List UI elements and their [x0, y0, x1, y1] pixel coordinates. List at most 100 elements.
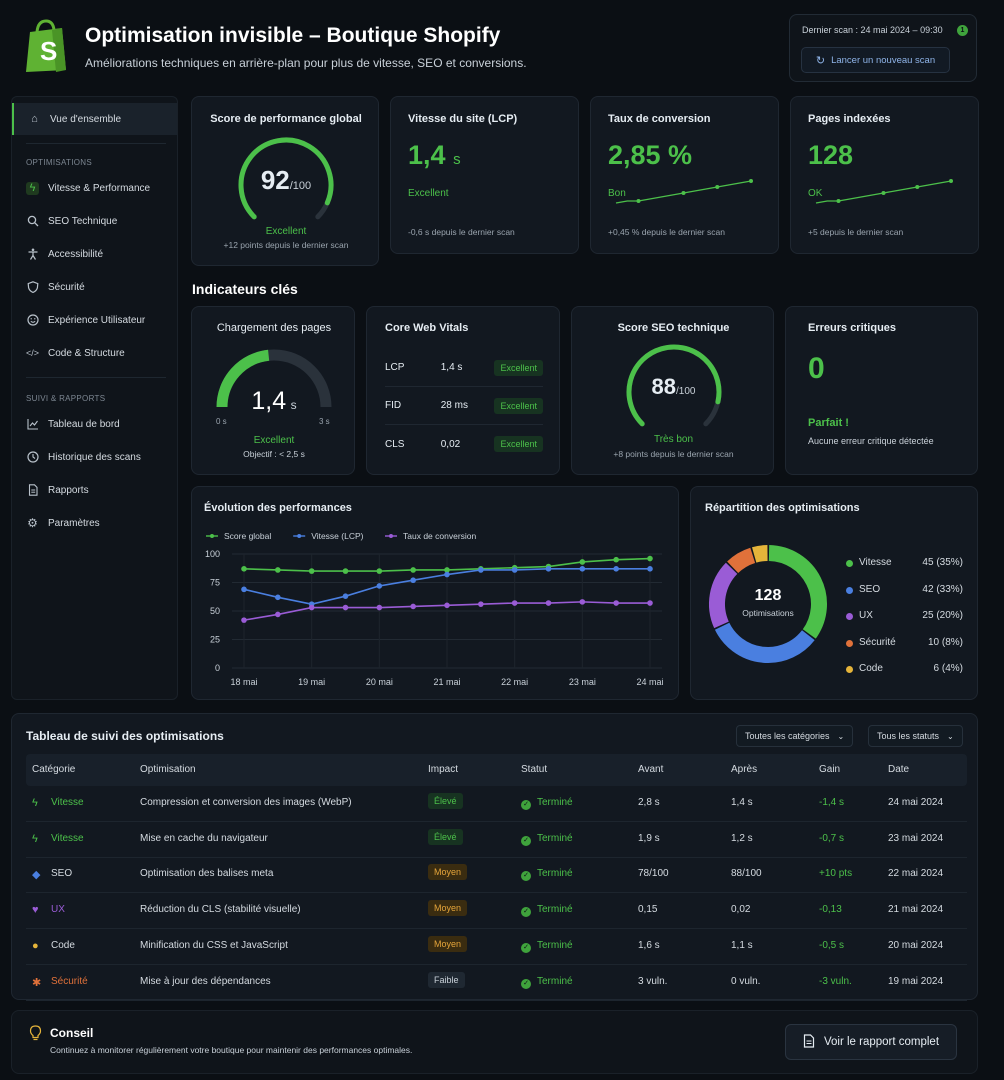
column-header: Optimisation — [140, 764, 196, 775]
sparkline-point — [715, 185, 720, 189]
check-circle-icon: ✓ — [521, 871, 531, 882]
check-circle-icon: ✓ — [521, 800, 531, 810]
gain-cell: -0,5 s — [819, 939, 845, 951]
sidebar-item-label: Tableau de bord — [48, 418, 120, 430]
kpi-card-indexed: Pages indexées 128 OK +5 depuis le derni… — [790, 96, 979, 254]
search-icon — [26, 215, 39, 228]
lcp-value: 1,4 — [408, 140, 446, 170]
gain-cell: -0,7 s — [819, 832, 845, 844]
legend-label: Vitesse (LCP) — [311, 531, 363, 541]
shield-icon — [26, 281, 39, 294]
sidebar-item-security[interactable]: Sécurité — [12, 271, 177, 303]
date-cell: 22 mai 2024 — [888, 868, 944, 880]
date-cell: 24 mai 2024 — [888, 797, 944, 808]
sidebar-item-history[interactable]: Historique des scans — [12, 441, 177, 473]
impact-badge: Faible — [428, 971, 465, 988]
sidebar: ⌂ Vue d'ensemble OPTIMISATIONS ϟ Vitesse… — [11, 96, 178, 700]
score-max: /100 — [289, 180, 312, 192]
table-row[interactable]: ϟ Vitesse Mise en cache du navigateur Élevé… — [26, 822, 967, 858]
table-row[interactable]: ● Code Minification du CSS et JavaScript Mo… — [26, 929, 967, 965]
impact-badge: Moyen — [428, 935, 468, 952]
scan-panel: Dernier scan : 24 mai 2024 – 09:30 1 ↻ L… — [789, 14, 977, 82]
legend-label: SEO — [859, 583, 881, 595]
data-point — [410, 577, 416, 584]
data-point — [342, 604, 349, 611]
data-point — [241, 566, 247, 572]
after-cell: 1,1 s — [731, 939, 753, 951]
last-scan-label: Dernier scan : 24 mai 2024 – 09:30 — [802, 25, 943, 35]
status-label: Terminé — [537, 797, 573, 808]
status-label: Terminé — [537, 975, 573, 987]
seo-icon: ◆ — [32, 869, 41, 882]
sparkline-point — [636, 199, 641, 203]
category-cell: Sécurité — [51, 975, 88, 987]
sidebar-item-seo[interactable]: SEO Technique — [12, 205, 177, 237]
errors-status: Parfait ! — [808, 417, 849, 429]
performance-chart-card: Évolution des performances 0 25 50 75 100 18 … — [191, 486, 679, 700]
data-point — [342, 568, 349, 574]
conversion-sparkline — [615, 179, 753, 204]
data-point — [376, 568, 383, 574]
kpi-card-score: Score de performance global 92/100 Excel… — [191, 96, 379, 266]
before-cell: 1,6 s — [638, 939, 660, 951]
status-cell: ✓ Terminé — [521, 940, 573, 953]
chart-title: Évolution des performances — [204, 502, 352, 514]
table-row[interactable]: ◆ SEO Optimisation des balises meta Moyen ✓ T… — [26, 857, 967, 894]
sidebar-item-ux[interactable]: Expérience Utilisateur — [12, 304, 177, 336]
column-header: Gain — [819, 764, 841, 775]
sparkline-point — [881, 191, 886, 195]
table-row[interactable]: ♥ UX Réduction du CLS (stabilité visuelle)… — [26, 893, 967, 930]
category-filter-select[interactable]: Toutes les catégories ⌄ — [736, 725, 854, 747]
sidebar-item-accessibility[interactable]: Accessibilité — [12, 238, 177, 270]
table-row[interactable]: ✱ Sécurité Mise à jour des dépendances Faib… — [26, 965, 967, 1001]
sidebar-item-settings[interactable]: ⚙ Paramètres — [12, 507, 177, 539]
sidebar-item-speed[interactable]: ϟ Vitesse & Performance — [12, 172, 177, 204]
status-filter-select[interactable]: Tous les statuts ⌄ — [868, 725, 963, 747]
date-cell: 23 mai 2024 — [888, 832, 944, 844]
history-icon — [26, 451, 39, 464]
score-gauge — [238, 137, 334, 220]
column-header: Catégorie — [32, 764, 76, 775]
document-icon — [26, 484, 39, 497]
indicator-card-cwv: Core Web Vitals LCP 1,4 s Excellent FID … — [366, 306, 560, 475]
status-cell: ✓ Terminé — [521, 904, 573, 918]
seo-gauge — [626, 344, 722, 427]
smiley-icon — [26, 314, 39, 327]
seo-status: Très bon — [653, 434, 694, 445]
score-delta: +12 points depuis le dernier scan — [223, 240, 349, 250]
indicator-title: Erreurs critiques — [808, 322, 897, 334]
kpi-card-conversion: Taux de conversion 2,85 % Bon +0,45 % de… — [590, 96, 779, 254]
after-cell: 88/100 — [731, 868, 762, 880]
status-filter-label: Tous les statuts — [877, 731, 940, 741]
lcp-unit: s — [453, 151, 461, 168]
distribution-donut — [709, 545, 827, 663]
date-cell: 19 mai 2024 — [888, 975, 944, 987]
legend-label: Vitesse — [859, 557, 892, 568]
y-tick-label: 25 — [210, 635, 220, 645]
legend-swatch-dot — [297, 534, 302, 538]
sidebar-item-code[interactable]: </> Code & Structure — [12, 337, 177, 369]
full-report-button-label: Voir le rapport complet — [823, 1036, 940, 1048]
y-tick-label: 75 — [210, 578, 220, 588]
data-point — [376, 604, 383, 611]
conversion-value: 2,85 % — [608, 140, 693, 170]
legend-label: Code — [859, 663, 883, 674]
section-title: Indicateurs clés — [192, 281, 298, 297]
indexed-value: 128 — [808, 140, 854, 170]
new-scan-button[interactable]: ↻ Lancer un nouveau scan — [801, 47, 950, 73]
full-report-button[interactable]: Voir le rapport complet — [785, 1024, 957, 1060]
sidebar-item-reports[interactable]: Rapports — [12, 474, 177, 506]
document-icon — [803, 1033, 815, 1051]
tip-banner: Conseil Continuez à monitorer régulièrem… — [11, 1010, 978, 1074]
cwv-label: CLS — [385, 438, 405, 450]
seo-value-wrap: 88/100 — [572, 374, 775, 400]
sidebar-item-dashboard[interactable]: Tableau de bord — [12, 408, 177, 440]
conversion-status: Bon — [608, 188, 626, 199]
lightbulb-icon — [29, 1025, 42, 1046]
table-row[interactable]: ϟ Vitesse Compression et conversion des im… — [26, 786, 967, 822]
legend-label: Score global — [224, 531, 271, 541]
sidebar-item-overview[interactable]: ⌂ Vue d'ensemble — [12, 103, 177, 135]
check-circle-icon: ✓ — [521, 978, 531, 989]
x-tick-label: 20 mai — [366, 677, 393, 687]
shield-icon: ✱ — [32, 976, 42, 989]
